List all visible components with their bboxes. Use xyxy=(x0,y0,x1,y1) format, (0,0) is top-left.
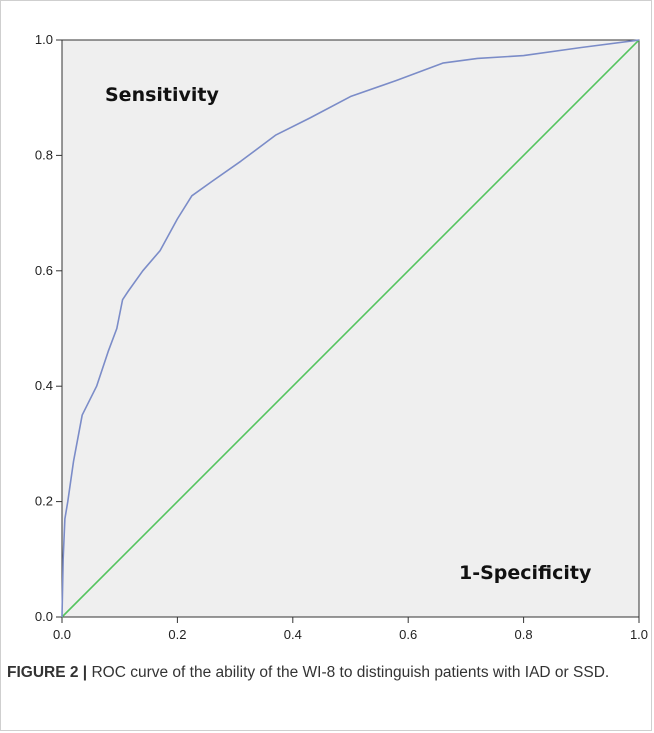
y-tick-label: 1.0 xyxy=(35,32,53,47)
y-tick-label: 0.2 xyxy=(35,494,53,509)
caption-label: FIGURE 2 | xyxy=(7,664,88,681)
figure-caption: FIGURE 2 | ROC curve of the ability of t… xyxy=(7,661,637,685)
roc-chart: 0.0 0.2 0.4 0.6 0.8 1.0 0.0 0.2 0.4 0.6 0.8 1.0 Sen… xyxy=(35,32,648,642)
caption-text: ROC curve of the ability of the WI-8 to … xyxy=(87,664,610,681)
annotation-1-specificity: 1-Specificity xyxy=(459,562,592,584)
y-tick-label: 0.6 xyxy=(35,263,53,278)
x-tick-label: 0.2 xyxy=(168,627,186,642)
x-tick-label: 1.0 xyxy=(630,627,648,642)
x-tick-label: 0.0 xyxy=(53,627,71,642)
annotation-sensitivity: Sensitivity xyxy=(105,84,219,106)
x-tick-label: 0.6 xyxy=(399,627,417,642)
x-tick-label: 0.4 xyxy=(284,627,302,642)
y-tick-label: 0.0 xyxy=(35,609,53,624)
x-tick-label: 0.8 xyxy=(515,627,533,642)
roc-curve-line xyxy=(61,39,640,618)
reference-diagonal-line xyxy=(61,39,640,618)
y-tick-label: 0.8 xyxy=(35,147,53,162)
y-tick-label: 0.4 xyxy=(35,378,53,393)
